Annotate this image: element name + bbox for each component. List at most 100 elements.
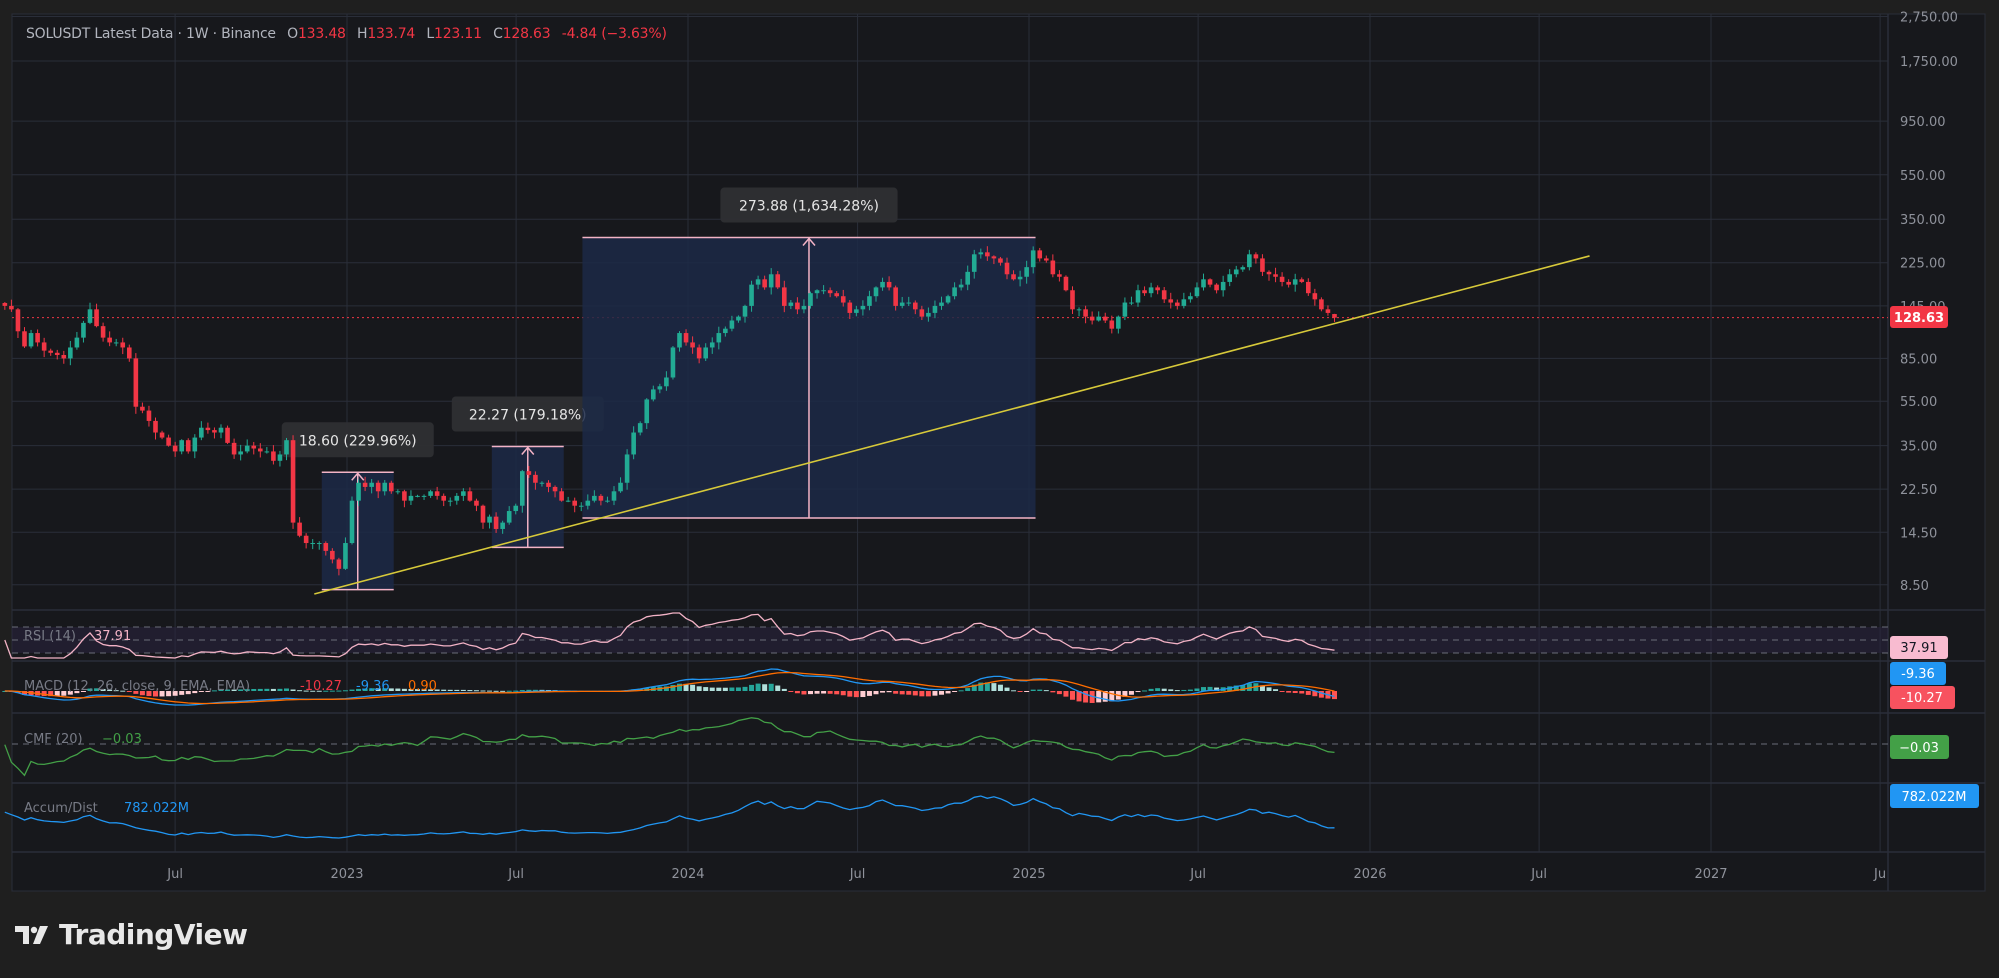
candle-body bbox=[1201, 279, 1206, 288]
macd-histogram-bar bbox=[1292, 691, 1298, 694]
symbol-legend[interactable]: SOLUSDT Latest Data · 1W · Binance O133.… bbox=[26, 26, 667, 42]
macd-histogram-bar bbox=[277, 688, 283, 691]
candle-body bbox=[729, 320, 735, 329]
price-axis[interactable]: 2,750.00 1,750.00 950.00 550.00 350.00 225.00… bbox=[1900, 11, 1958, 594]
macd-histogram-bar bbox=[945, 691, 951, 694]
macd-histogram-bar bbox=[1004, 687, 1010, 691]
candle-body bbox=[598, 495, 604, 501]
macd-histogram-bar bbox=[1063, 691, 1069, 697]
low-value: 123.11 bbox=[434, 26, 482, 42]
macd-histogram-bar bbox=[703, 687, 709, 691]
macd-histogram-bar bbox=[729, 687, 735, 691]
macd-histogram-bar bbox=[814, 691, 820, 694]
tradingview-logo[interactable]: TradingView bbox=[15, 918, 248, 951]
candle-body bbox=[886, 281, 892, 288]
time-tick-label: 2027 bbox=[1694, 867, 1727, 882]
macd-histogram-bar bbox=[709, 687, 715, 691]
price-tick-label: 8.50 bbox=[1900, 579, 1929, 594]
candle-body bbox=[552, 486, 558, 492]
price-tick-label: 950.00 bbox=[1900, 115, 1946, 130]
macd-histogram-bar bbox=[185, 691, 191, 695]
low-label: L bbox=[426, 26, 435, 42]
macd-histogram-bar bbox=[1168, 689, 1174, 691]
macd-histogram-bar bbox=[1102, 691, 1108, 702]
macd-histogram-bar bbox=[991, 683, 997, 691]
macd-histogram-bar bbox=[297, 690, 303, 692]
rsi-badge bbox=[1890, 636, 1948, 659]
candle-body bbox=[356, 482, 361, 501]
macd-histogram-bar bbox=[100, 688, 106, 691]
macd-histogram-bar bbox=[755, 683, 761, 691]
measurement-drawings[interactable]: 18.60 (229.96%) 22.27 (179.18%) 273.88 (1,… bbox=[281, 187, 1036, 591]
macd-histogram-bar bbox=[460, 689, 466, 691]
macd-histogram-bar bbox=[1279, 691, 1285, 692]
candle-body bbox=[840, 296, 846, 303]
candle-body bbox=[323, 543, 329, 551]
macd-histogram-bar bbox=[768, 683, 774, 691]
candle-body bbox=[1247, 254, 1252, 268]
macd-histogram-bar bbox=[264, 688, 270, 691]
candle-body bbox=[126, 347, 132, 359]
macd-histogram-bar bbox=[198, 691, 204, 692]
measure-label: 22.27 (179.18%) bbox=[469, 407, 587, 423]
candle-body bbox=[461, 491, 466, 496]
time-tick-label: 2023 bbox=[330, 867, 363, 882]
macd-histogram-bar bbox=[1233, 685, 1239, 691]
candle-body bbox=[611, 491, 617, 501]
candle-body bbox=[690, 342, 695, 348]
candle-body bbox=[1319, 299, 1324, 310]
rsi-value: 37.91 bbox=[94, 629, 131, 644]
candle-body bbox=[231, 442, 237, 455]
candle-body bbox=[873, 287, 879, 297]
candle-body bbox=[991, 256, 997, 259]
time-axis[interactable]: Jul 2023 Jul 2024 Jul 2025 Jul 2026 Jul 2027 Ju bbox=[166, 867, 1886, 882]
macd-histogram-bar bbox=[349, 689, 355, 691]
macd-histogram-bar bbox=[1043, 690, 1049, 692]
candle-body bbox=[1174, 302, 1180, 306]
macd-histogram-bar bbox=[847, 691, 853, 697]
candle-body bbox=[539, 482, 545, 484]
macd-label: MACD (12, 26, close, 9, EMA, EMA) bbox=[24, 679, 250, 694]
time-tick-label: Jul bbox=[507, 867, 524, 882]
macd-histogram-bar bbox=[251, 689, 257, 691]
candle-body bbox=[303, 535, 309, 544]
pane-dividers bbox=[12, 14, 1985, 891]
candle-body bbox=[1168, 299, 1174, 303]
candle-body bbox=[428, 491, 433, 496]
candle-body bbox=[1096, 316, 1101, 321]
macd-histogram-bar bbox=[519, 690, 525, 692]
macd-histogram-bar bbox=[80, 691, 86, 692]
macd-histogram-bar bbox=[513, 690, 519, 692]
candle-body bbox=[821, 290, 826, 292]
macd-histogram-bar bbox=[342, 690, 348, 692]
macd-histogram-bar bbox=[762, 684, 768, 691]
candle-body bbox=[912, 302, 918, 310]
macd-histogram-bar bbox=[1181, 689, 1187, 691]
macd-signal-value: 0.90 bbox=[408, 679, 437, 694]
candle-body bbox=[703, 347, 708, 359]
macd-histogram-bar bbox=[395, 688, 401, 691]
trendline[interactable] bbox=[314, 255, 1590, 595]
candle-body bbox=[1305, 281, 1311, 294]
time-tick-label: Jul bbox=[1530, 867, 1547, 882]
candle-body bbox=[1227, 274, 1232, 282]
macd-histogram-bar bbox=[1135, 691, 1141, 693]
macd-histogram-bar bbox=[788, 691, 794, 692]
candle-body bbox=[533, 474, 538, 483]
candle-body bbox=[827, 290, 833, 294]
price-tick-label: 225.00 bbox=[1900, 257, 1946, 272]
macd-histogram-bar bbox=[984, 682, 990, 691]
price-tick-label: 55.00 bbox=[1900, 395, 1937, 410]
macd-histogram-bar bbox=[408, 688, 414, 691]
cmf-line bbox=[4, 717, 1335, 777]
macd-histogram-bar bbox=[172, 691, 178, 696]
macd-histogram-bar bbox=[41, 691, 47, 697]
macd-histogram-bar bbox=[1318, 691, 1324, 698]
tradingview-logo-icon bbox=[15, 925, 48, 944]
candle-body bbox=[408, 495, 414, 501]
candle-body bbox=[565, 500, 571, 502]
macd-histogram-bar bbox=[539, 689, 545, 691]
symbol-title: SOLUSDT Latest Data · 1W · Binance bbox=[26, 26, 276, 42]
macd-histogram-bar bbox=[146, 691, 152, 697]
